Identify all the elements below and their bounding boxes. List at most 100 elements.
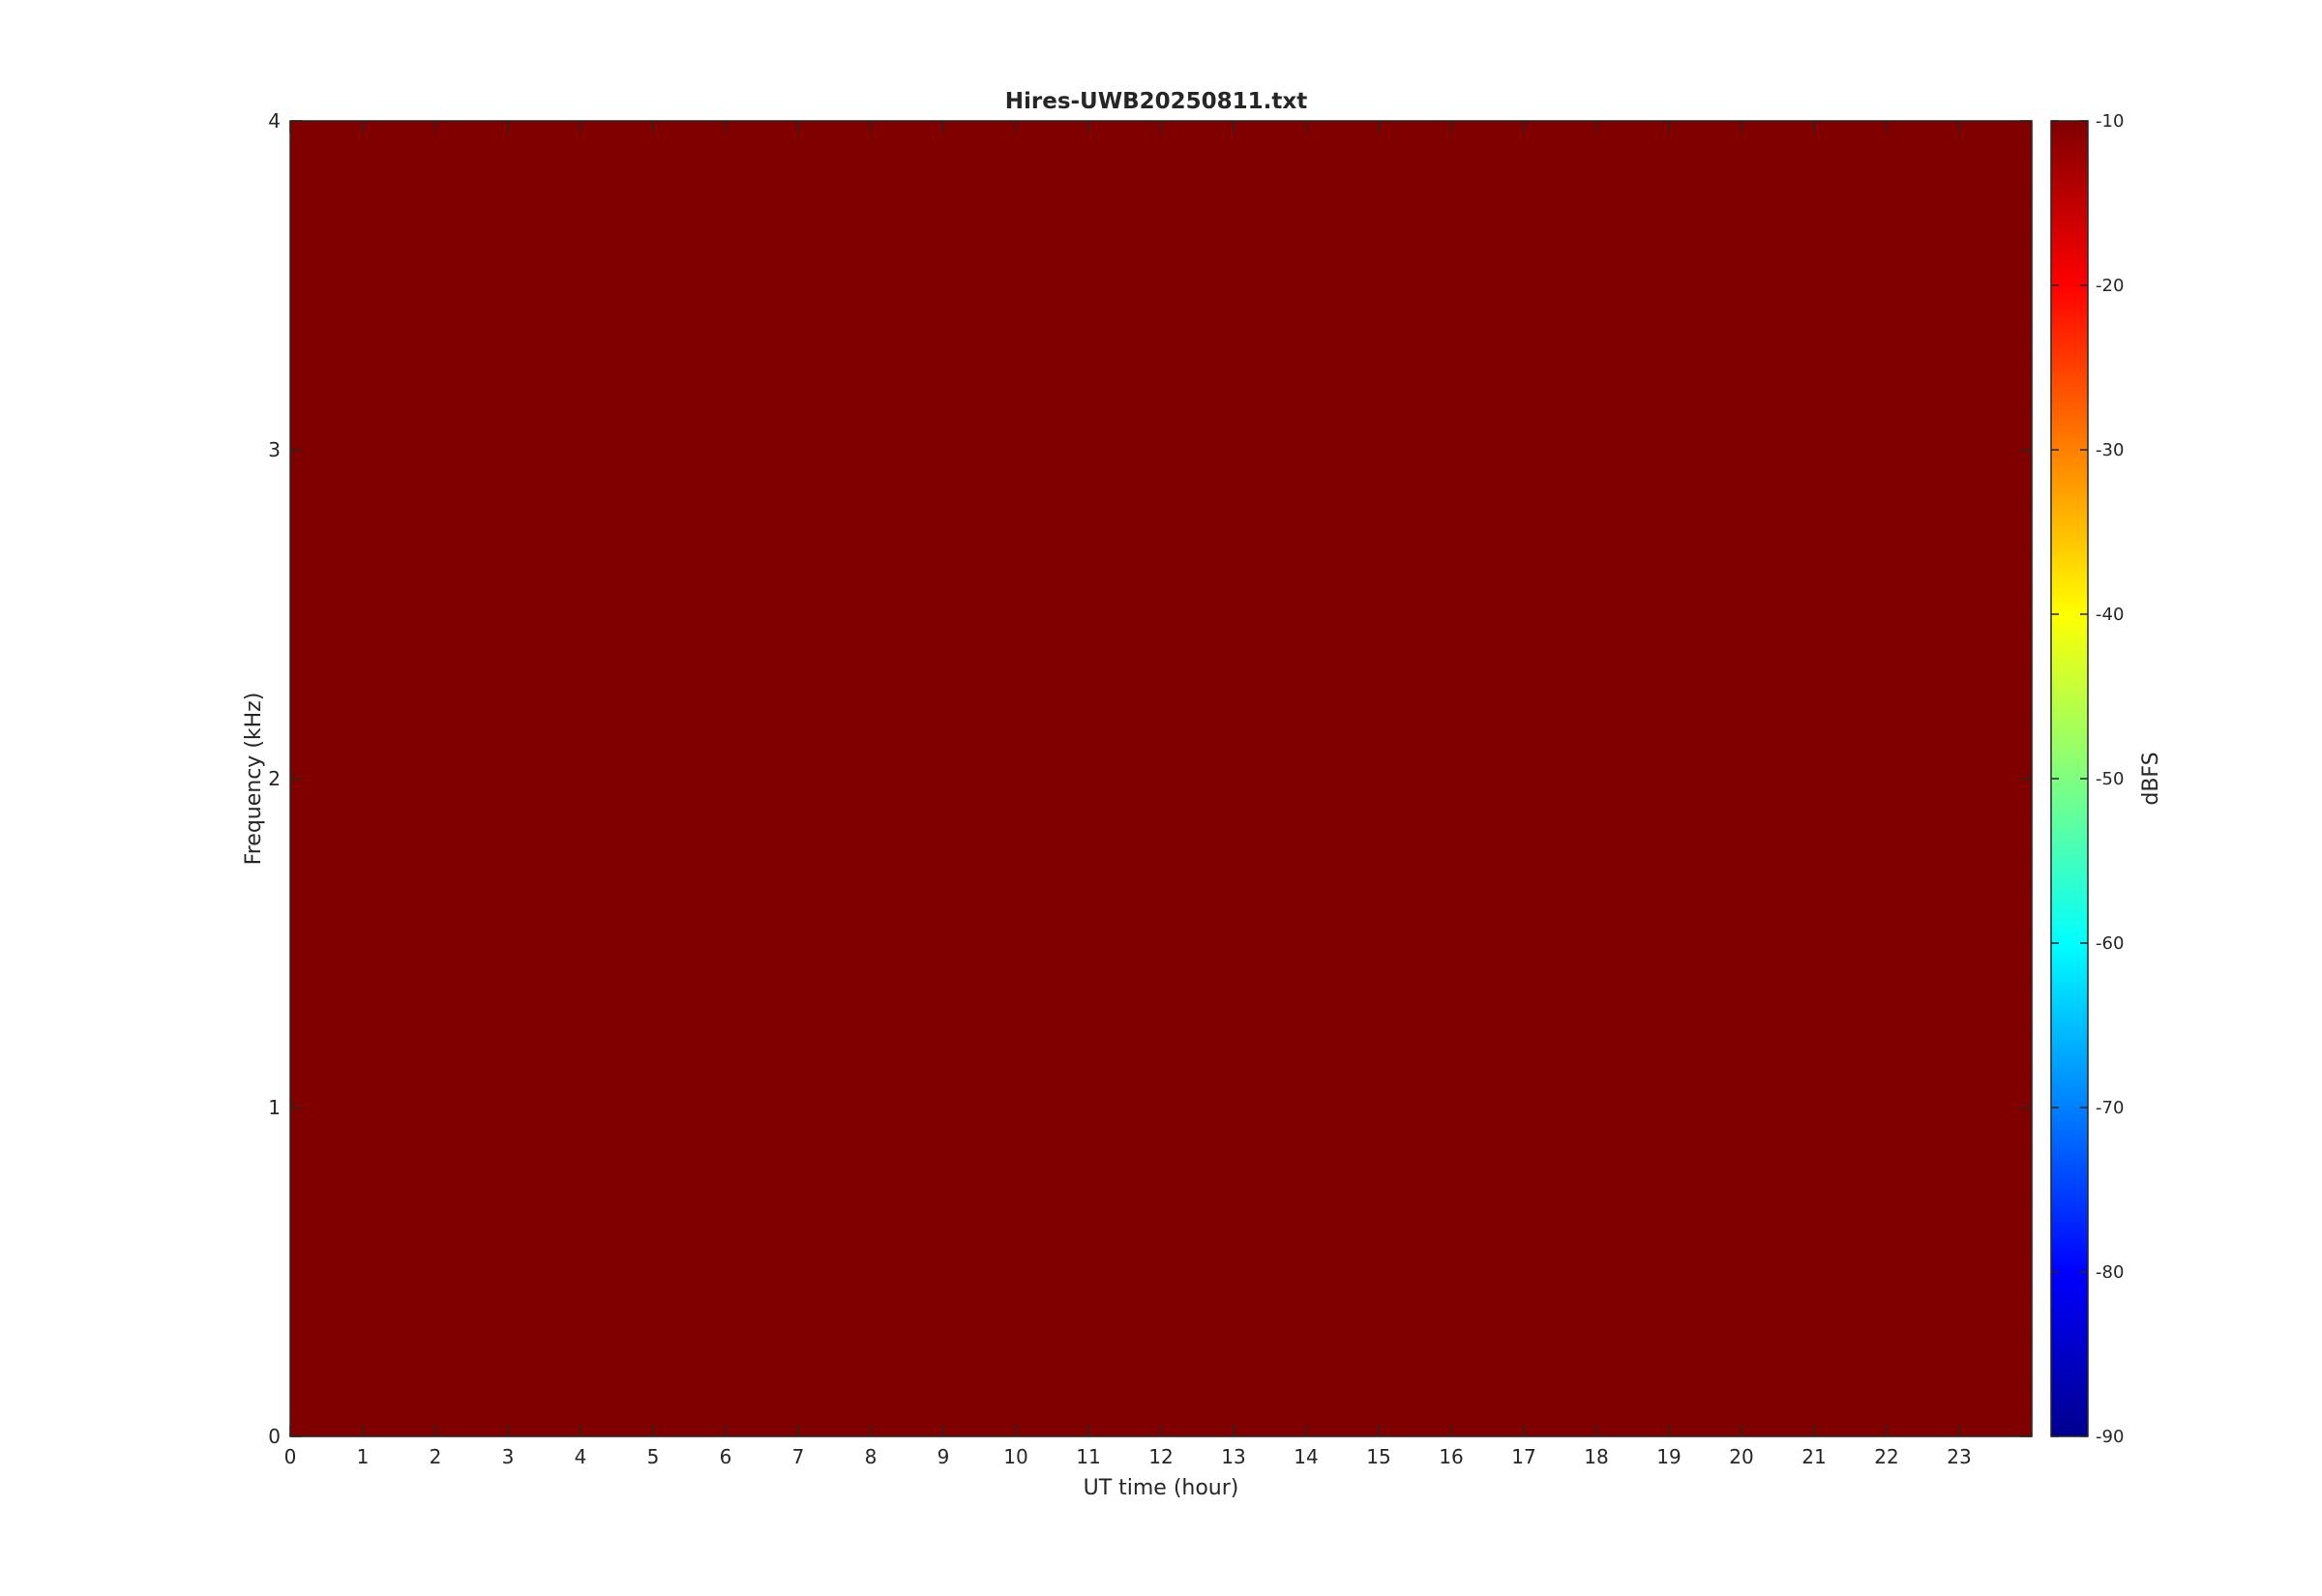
heatmap-cell [981,1404,988,1410]
heatmap-cell [1643,1390,1650,1397]
heatmap-cell [1097,1410,1104,1417]
heatmap-cell [1869,1384,1876,1391]
heatmap-cell [598,1364,605,1371]
heatmap-cell [1509,1371,1516,1377]
heatmap-cell [2014,1397,2021,1404]
heatmap-cell [517,1371,523,1377]
heatmap-cell [940,1404,947,1410]
heatmap-cell [900,1404,907,1410]
heatmap-cell [389,1377,396,1384]
heatmap-cell [1916,1417,1922,1424]
heatmap-cell [911,1377,918,1384]
heatmap-cell [964,1377,970,1384]
heatmap-cell [1463,1417,1470,1424]
heatmap-cell [2014,1371,2021,1377]
heatmap-cell [1103,1417,1110,1424]
heatmap-cell [1045,1397,1052,1404]
heatmap-cell [1445,1390,1452,1397]
heatmap-cell [534,1410,541,1417]
heatmap-cell [1591,1404,1597,1410]
heatmap-cell [1898,1404,1905,1410]
heatmap-cell [540,1404,547,1410]
heatmap-cell [1144,1423,1150,1430]
heatmap-cell [1550,1390,1557,1397]
heatmap-cell [1707,1423,1713,1430]
heatmap-cell [1213,1384,1220,1391]
heatmap-cell [662,1423,669,1430]
heatmap-cell [348,1423,355,1430]
heatmap-cell [1161,1377,1168,1384]
heatmap-cell [1312,1397,1319,1404]
heatmap-cell [1115,1423,1121,1430]
heatmap-cell [836,1423,843,1430]
heatmap-cell [1120,1371,1127,1377]
heatmap-cell [1364,1371,1371,1377]
heatmap-cell [882,1397,889,1404]
heatmap-cell [1776,1384,1783,1391]
heatmap-cell [1271,1384,1278,1391]
heatmap-cell [1718,1371,1725,1377]
heatmap-cell [650,1404,657,1410]
heatmap-cell [1376,1404,1383,1410]
heatmap-cell [691,1390,698,1397]
heatmap-cell [1440,1397,1446,1404]
heatmap-cell [1376,1397,1383,1404]
heatmap-cell [720,1404,727,1410]
heatmap-cell [1718,1377,1725,1384]
heatmap-cell [580,1417,587,1424]
heatmap-cell [1602,1371,1609,1377]
heatmap-cell [1846,1397,1853,1404]
heatmap-cell [302,1404,309,1410]
heatmap-cell [1173,1404,1179,1410]
heatmap-cell [372,1423,378,1430]
heatmap-cell [749,1377,756,1384]
heatmap-cell [1521,1377,1528,1384]
heatmap-cell [499,1404,506,1410]
heatmap-cell [1579,1404,1586,1410]
heatmap-cell [476,1371,483,1377]
heatmap-cell [1747,1410,1754,1417]
heatmap-cell [1950,1397,1957,1404]
heatmap-cell [290,1371,297,1377]
heatmap-cell [1747,1404,1754,1410]
heatmap-cell [2009,1404,2015,1410]
heatmap-cell [1457,1390,1464,1397]
heatmap-cell [888,1410,895,1417]
heatmap-cell [1869,1377,1876,1384]
heatmap-cell [1927,1410,1934,1417]
heatmap-cell [1051,1417,1057,1424]
heatmap-cell [1248,1404,1255,1410]
heatmap-cell [807,1410,814,1417]
heatmap-cell [540,1410,547,1417]
heatmap-cell [1405,1377,1412,1384]
heatmap-cell [1596,1390,1603,1397]
heatmap-cell [1562,1390,1568,1397]
heatmap-cell [331,1423,338,1430]
heatmap-cell [342,1371,349,1377]
heatmap-cell [1573,1417,1580,1424]
heatmap-cell [795,1371,802,1377]
heatmap-cell [1910,1371,1917,1377]
heatmap-cell [1898,1423,1905,1430]
heatmap-cell [342,1384,349,1391]
heatmap-cell [778,1397,785,1404]
heatmap-cell [441,1377,448,1384]
heatmap-cell [464,1417,471,1424]
heatmap-cell [522,1377,529,1384]
heatmap-cell [1985,1377,1992,1384]
heatmap-cell [633,1397,640,1404]
heatmap-cell [621,1390,628,1397]
heatmap-cell [1985,1404,1992,1410]
heatmap-cell [331,1404,338,1410]
heatmap-cell [401,1423,407,1430]
heatmap-cell [1985,1390,1992,1397]
heatmap-cell [325,1417,332,1424]
heatmap-cell [557,1390,564,1397]
heatmap-cell [1654,1390,1661,1397]
heatmap-cell [1318,1423,1325,1430]
heatmap-cell [1683,1410,1690,1417]
heatmap-cell [2009,1390,2015,1397]
heatmap-cell [1817,1404,1824,1410]
heatmap-cell [377,1397,384,1404]
heatmap-cell [1736,1397,1742,1404]
